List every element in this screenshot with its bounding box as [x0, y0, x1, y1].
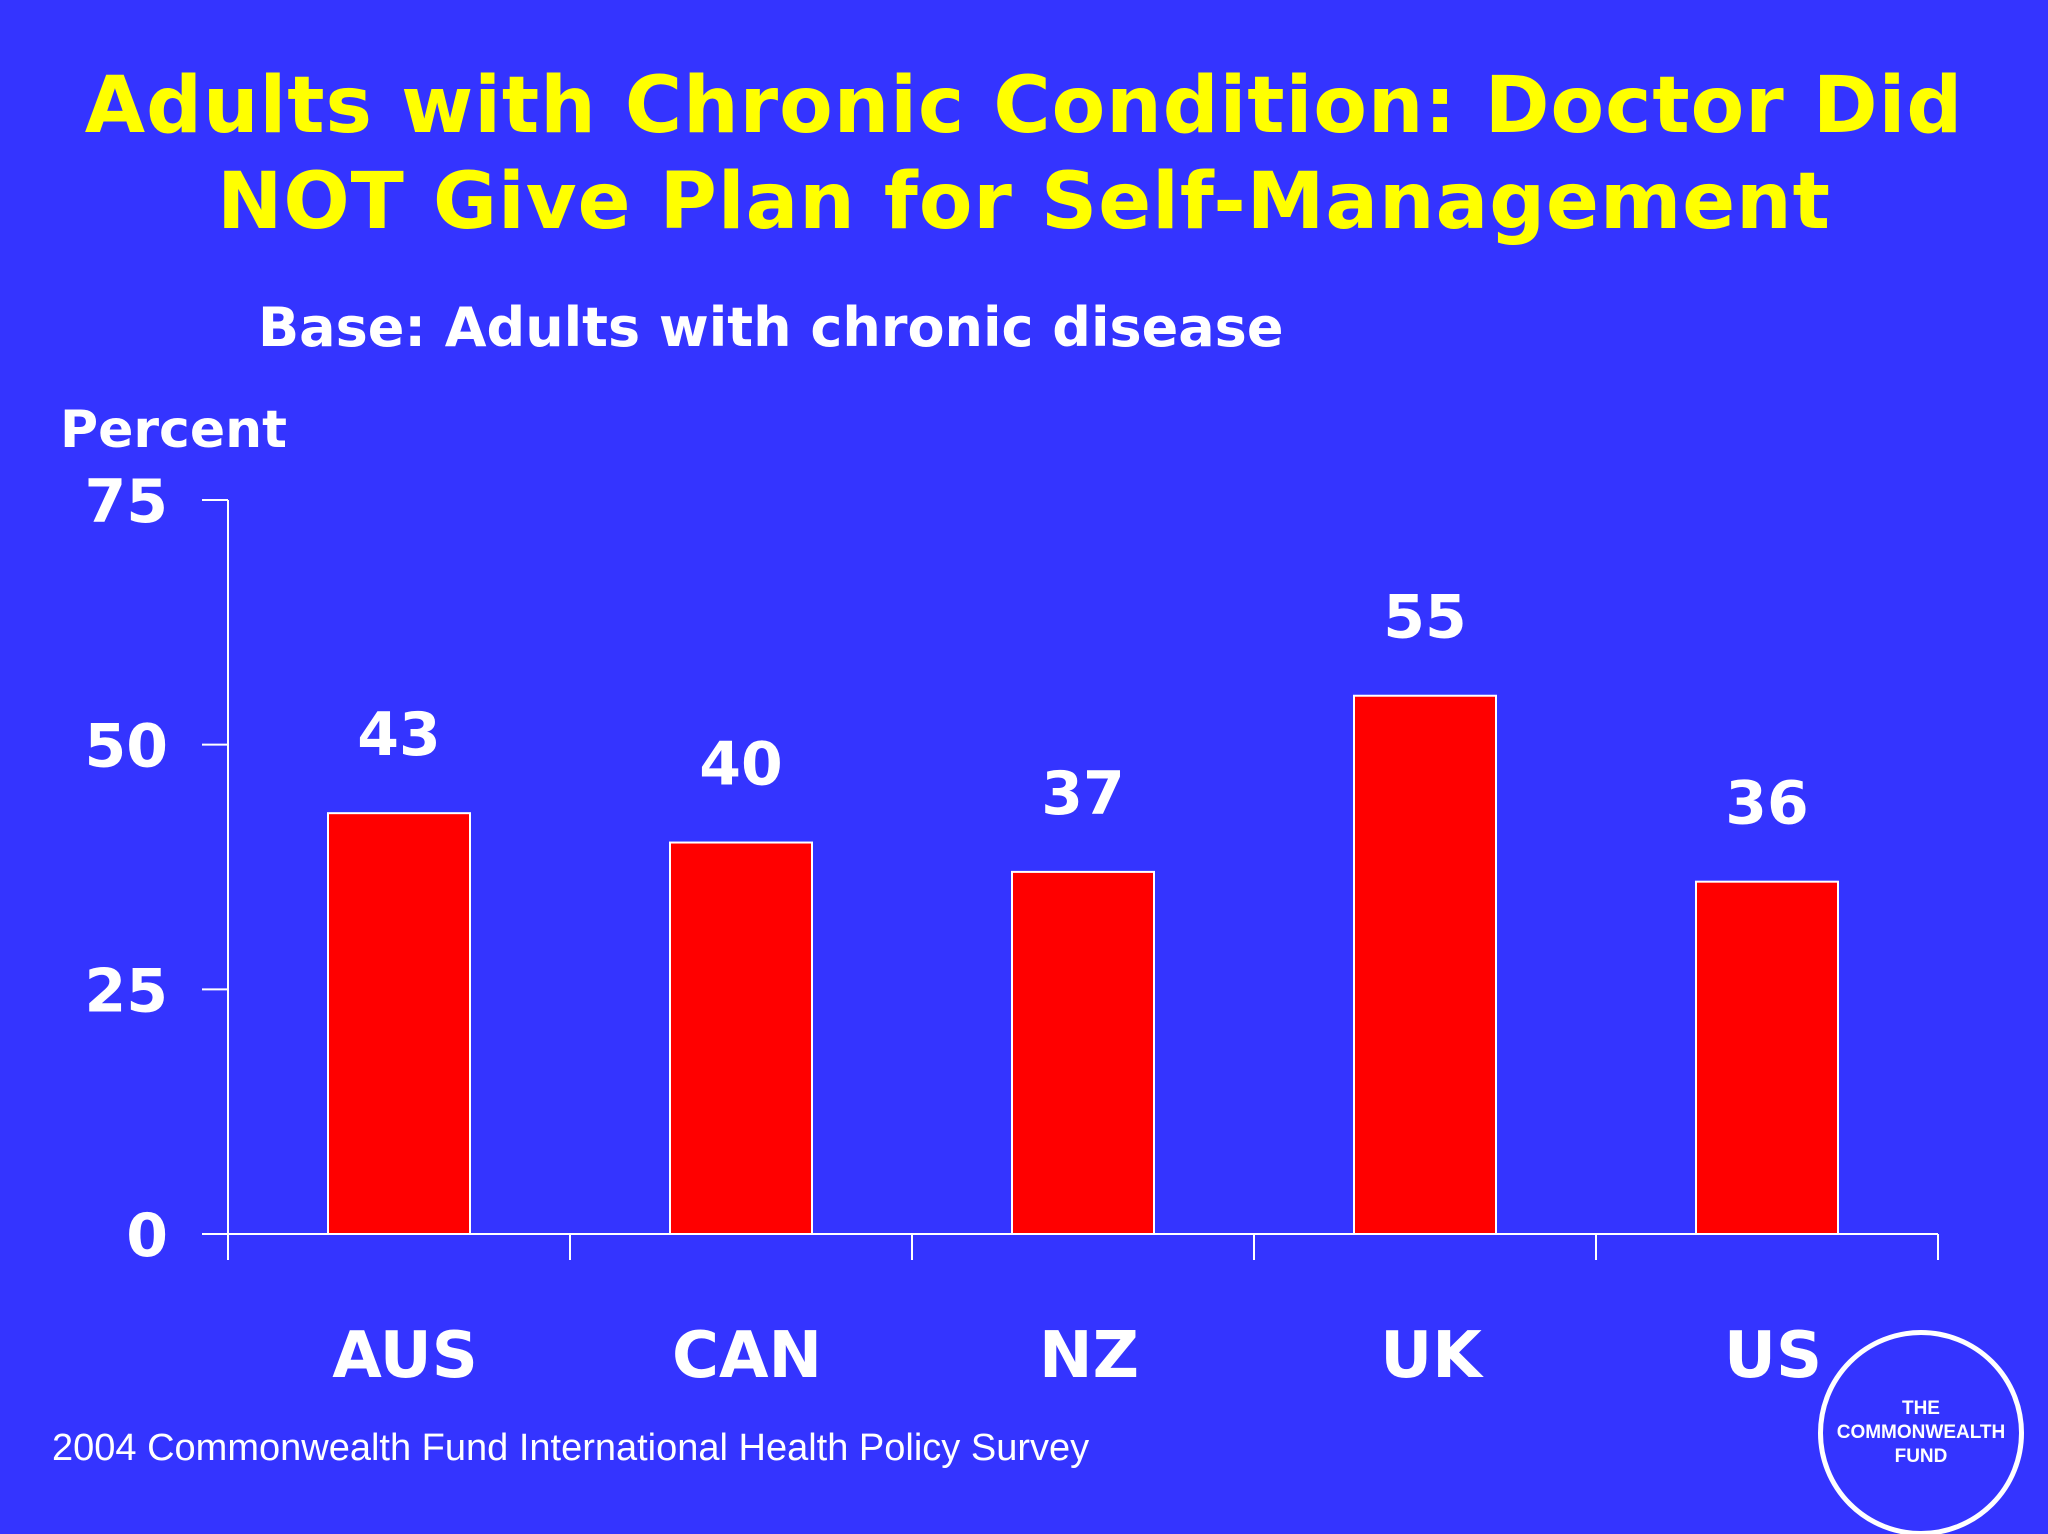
bar-can: [669, 841, 813, 1235]
logo-text: THE COMMONWEALTH FUND: [1836, 1398, 2006, 1467]
x-tick-label-can: CAN: [672, 1319, 822, 1393]
chart-labels: 0 25 50 75 43 AUS 40 CAN 37 NZ 55 UK 36 US: [85, 467, 1823, 1393]
data-label-us: 36: [1725, 769, 1809, 839]
x-tick-label-nz: NZ: [1039, 1319, 1139, 1393]
y-tick-label: 0: [126, 1201, 168, 1271]
data-label-aus: 43: [357, 700, 441, 770]
y-tick-label: 50: [85, 712, 169, 782]
source-footnote: 2004 Commonwealth Fund International Hea…: [52, 1427, 1090, 1469]
bar-us: [1695, 880, 1839, 1235]
chart-bars: [327, 694, 1839, 1235]
chart-subtitle: Base: Adults with chronic disease: [258, 296, 1284, 359]
x-tick-label-us: US: [1724, 1319, 1822, 1393]
commonwealth-fund-logo: THE COMMONWEALTH FUND: [1818, 1330, 2024, 1534]
bar-nz: [1011, 870, 1155, 1235]
bar-aus: [327, 812, 471, 1235]
chart-title: Adults with Chronic Condition: Doctor Di…: [84, 61, 1964, 247]
x-tick-label-uk: UK: [1380, 1319, 1484, 1393]
y-axis-label: Percent: [60, 400, 287, 460]
y-tick-label: 75: [85, 467, 169, 537]
data-label-uk: 55: [1383, 583, 1467, 653]
data-label-can: 40: [699, 730, 783, 800]
data-label-nz: 37: [1041, 759, 1125, 829]
x-tick-label-aus: AUS: [332, 1319, 478, 1393]
bar-uk: [1353, 694, 1497, 1235]
y-tick-label: 25: [85, 956, 169, 1026]
